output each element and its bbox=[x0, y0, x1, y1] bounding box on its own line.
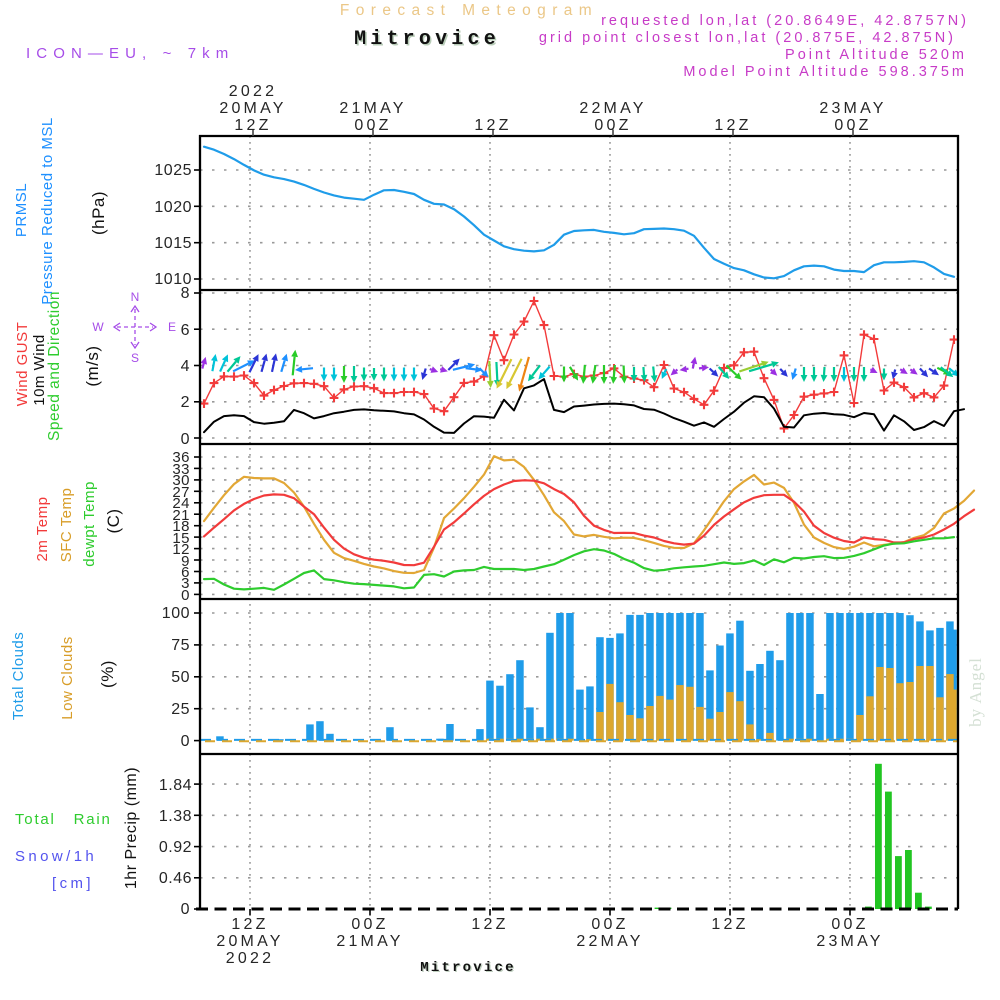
svg-text:23MAY: 23MAY bbox=[819, 100, 886, 117]
svg-text:0: 0 bbox=[181, 431, 190, 448]
svg-text:Total Rain: Total Rain bbox=[15, 811, 112, 828]
svg-text:50: 50 bbox=[171, 669, 190, 686]
svg-text:12Z: 12Z bbox=[474, 117, 511, 134]
svg-text:1010: 1010 bbox=[154, 271, 192, 288]
svg-text:0.46: 0.46 bbox=[159, 870, 192, 887]
svg-text:75: 75 bbox=[171, 637, 190, 654]
svg-text:20MAY: 20MAY bbox=[216, 933, 283, 950]
svg-text:15: 15 bbox=[172, 530, 190, 547]
svg-text:12Z: 12Z bbox=[471, 916, 508, 933]
svg-text:10m Wind: 10m Wind bbox=[31, 334, 48, 406]
svg-text:12Z: 12Z bbox=[234, 117, 271, 134]
svg-text:8: 8 bbox=[181, 285, 190, 302]
svg-text:Point Altitude 520m: Point Altitude 520m bbox=[785, 47, 967, 63]
svg-text:grid point closest lon,lat (20: grid point closest lon,lat (20.875E, 42.… bbox=[539, 30, 956, 46]
svg-text:22MAY: 22MAY bbox=[576, 933, 643, 950]
svg-text:27: 27 bbox=[172, 484, 190, 501]
svg-text:00Z: 00Z bbox=[351, 916, 388, 933]
svg-text:1015: 1015 bbox=[154, 235, 192, 252]
svg-text:(C): (C) bbox=[104, 508, 123, 533]
svg-text:00Z: 00Z bbox=[594, 117, 631, 134]
svg-text:3: 3 bbox=[181, 575, 190, 592]
svg-text:Total Clouds: Total Clouds bbox=[10, 632, 27, 721]
svg-text:20MAY: 20MAY bbox=[219, 100, 286, 117]
svg-text:(hPa): (hPa) bbox=[89, 191, 108, 235]
svg-text:100: 100 bbox=[162, 605, 190, 622]
svg-text:2022: 2022 bbox=[226, 950, 274, 967]
svg-text:2: 2 bbox=[181, 394, 190, 411]
svg-text:1020: 1020 bbox=[154, 199, 192, 216]
svg-text:00Z: 00Z bbox=[831, 916, 868, 933]
svg-text:SFC Temp: SFC Temp bbox=[58, 488, 75, 563]
svg-text:N: N bbox=[131, 290, 140, 304]
svg-text:Pressure Reduced to MSL: Pressure Reduced to MSL bbox=[39, 117, 56, 304]
svg-text:dewpt Temp: dewpt Temp bbox=[81, 481, 98, 567]
svg-text:9: 9 bbox=[181, 553, 190, 570]
svg-text:23MAY: 23MAY bbox=[816, 933, 883, 950]
svg-text:22MAY: 22MAY bbox=[579, 100, 646, 117]
svg-text:25: 25 bbox=[171, 701, 190, 718]
svg-text:21MAY: 21MAY bbox=[339, 100, 406, 117]
svg-text:12Z: 12Z bbox=[711, 916, 748, 933]
svg-text:Snow/1h: Snow/1h bbox=[15, 848, 97, 865]
svg-text:36: 36 bbox=[172, 449, 190, 466]
svg-text:Wind GUST: Wind GUST bbox=[14, 322, 31, 407]
svg-text:[cm]: [cm] bbox=[52, 875, 94, 892]
svg-text:6: 6 bbox=[181, 564, 190, 581]
svg-text:S: S bbox=[131, 351, 139, 365]
svg-text:1.84: 1.84 bbox=[159, 777, 192, 794]
svg-text:24: 24 bbox=[172, 495, 190, 512]
svg-text:Mitrovice: Mitrovice bbox=[354, 28, 500, 51]
svg-text:12Z: 12Z bbox=[714, 117, 751, 134]
svg-text:1.38: 1.38 bbox=[159, 808, 192, 825]
svg-text:requested lon,lat (20.8649E, 4: requested lon,lat (20.8649E, 42.8757N) bbox=[601, 13, 969, 29]
svg-text:4: 4 bbox=[181, 358, 190, 375]
svg-text:Speed and Direction: Speed and Direction bbox=[46, 291, 63, 441]
svg-text:ICON—EU, ~ 7km: ICON—EU, ~ 7km bbox=[26, 45, 234, 62]
svg-text:00Z: 00Z bbox=[591, 916, 628, 933]
svg-text:0: 0 bbox=[181, 733, 190, 750]
svg-text:1025: 1025 bbox=[154, 162, 192, 179]
svg-text:0: 0 bbox=[181, 901, 190, 918]
svg-text:00Z: 00Z bbox=[834, 117, 871, 134]
svg-text:12: 12 bbox=[172, 541, 190, 558]
svg-text:(%): (%) bbox=[98, 660, 117, 688]
svg-text:18: 18 bbox=[172, 518, 190, 535]
svg-text:W: W bbox=[92, 320, 104, 334]
svg-text:Mitrovice: Mitrovice bbox=[420, 960, 515, 976]
svg-text:21MAY: 21MAY bbox=[336, 933, 403, 950]
svg-text:21: 21 bbox=[172, 507, 190, 524]
svg-text:00Z: 00Z bbox=[354, 117, 391, 134]
svg-text:2m Temp: 2m Temp bbox=[34, 497, 51, 562]
svg-text:0: 0 bbox=[181, 587, 190, 604]
svg-text:Model Point Altitude 598.375m: Model Point Altitude 598.375m bbox=[683, 64, 967, 80]
svg-text:Forecast Meteogram: Forecast Meteogram bbox=[340, 2, 598, 19]
svg-text:(m/s): (m/s) bbox=[83, 345, 102, 386]
svg-text:0.92: 0.92 bbox=[159, 839, 192, 856]
svg-text:by Angel: by Angel bbox=[966, 657, 985, 727]
svg-text:PRMSL: PRMSL bbox=[13, 183, 30, 237]
svg-text:6: 6 bbox=[181, 322, 190, 339]
svg-text:2022: 2022 bbox=[229, 83, 277, 100]
svg-text:30: 30 bbox=[172, 472, 190, 489]
svg-text:E: E bbox=[168, 320, 176, 334]
svg-text:33: 33 bbox=[172, 461, 190, 478]
svg-text:1hr Precip (mm): 1hr Precip (mm) bbox=[123, 767, 140, 889]
svg-text:12Z: 12Z bbox=[231, 916, 268, 933]
svg-text:Low Clouds: Low Clouds bbox=[59, 636, 76, 719]
